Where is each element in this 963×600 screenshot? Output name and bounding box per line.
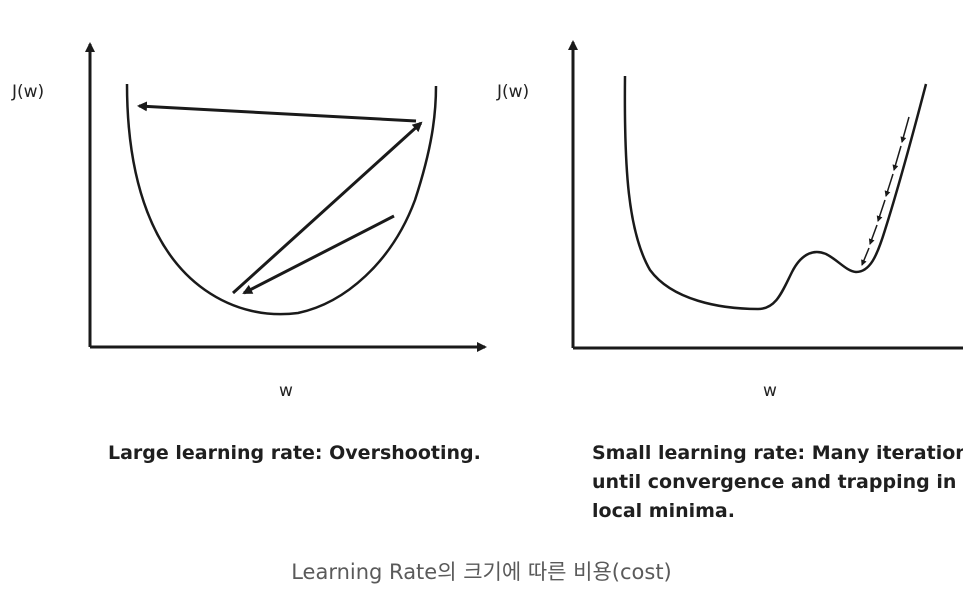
figure-caption: Learning Rate의 크기에 따른 비용(cost) — [291, 560, 672, 584]
right-caption-line: local minima. — [592, 500, 735, 522]
small-step-arrow — [868, 224, 878, 245]
right-plot-caption: Small learning rate: Many iterations unt… — [592, 439, 963, 526]
right-caption-line: Small learning rate: Many iterations — [592, 442, 963, 464]
learning-rate-diagram: J(w) w J(w) w — [11, 40, 963, 401]
left-cost-curve — [125, 83, 438, 316]
overshoot-step-1-arrow — [242, 214, 395, 295]
overshoot-step-2-arrow — [231, 121, 423, 295]
left-plot: J(w) w — [11, 42, 487, 401]
overshoot-step-3-arrow — [137, 101, 417, 123]
small-step-arrow — [884, 173, 894, 197]
right-cost-curve — [623, 75, 928, 311]
small-step-arrow — [900, 116, 910, 143]
learning-rate-figure: J(w) w J(w) w Large learning rate: — [11, 40, 963, 526]
left-y-axis-label: J(w) — [11, 82, 44, 102]
small-step-arrows — [861, 116, 910, 266]
right-plot: J(w) w — [496, 40, 963, 401]
right-caption-line: until convergence and trapping in — [592, 471, 957, 493]
small-step-arrow — [861, 247, 870, 266]
left-x-axis-label: w — [279, 381, 293, 401]
small-step-arrow — [876, 199, 886, 222]
right-x-axis-label: w — [763, 381, 777, 401]
right-y-axis-label: J(w) — [496, 82, 529, 102]
left-plot-caption: Large learning rate: Overshooting. — [108, 442, 481, 464]
small-step-arrow — [892, 145, 902, 171]
